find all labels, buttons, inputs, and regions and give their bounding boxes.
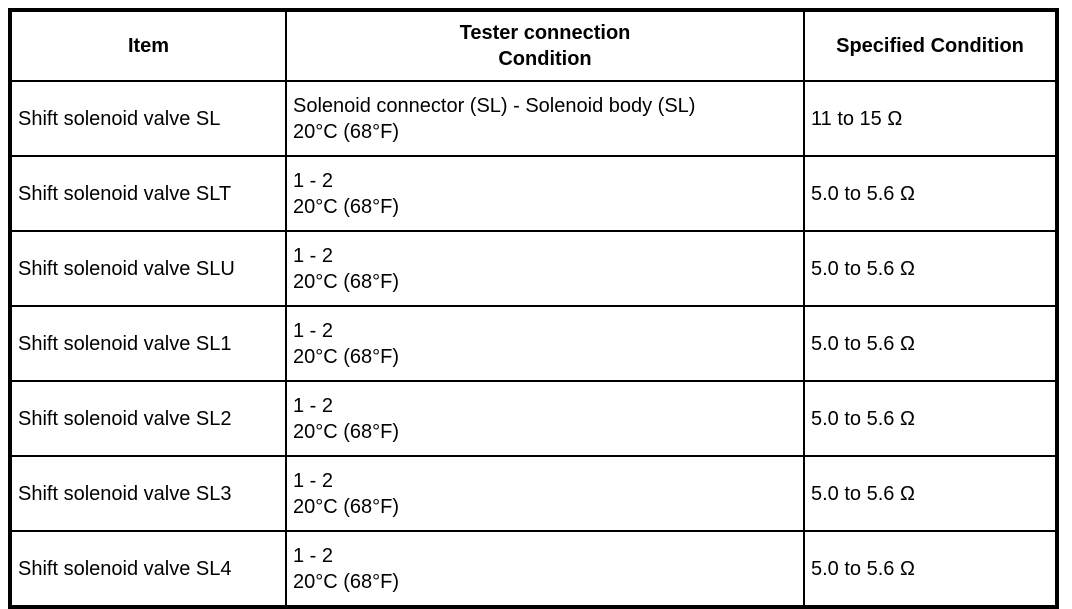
header-tester-connection-line2: Condition: [498, 48, 592, 70]
item-cell: Shift solenoid valve SLT: [9, 155, 287, 232]
table-header-row: Item Tester connection Condition Specifi…: [9, 9, 1058, 82]
tester-connection-cell: 1 - 2 20°C (68°F): [285, 155, 805, 232]
tester-connection-cell: 1 - 2 20°C (68°F): [285, 230, 805, 307]
item-cell: Shift solenoid valve SL4: [9, 530, 287, 608]
specified-condition-cell: 5.0 to 5.6 Ω: [803, 455, 1058, 532]
condition-line: 20°C (68°F): [293, 570, 400, 593]
tester-connection-cell: 1 - 2 20°C (68°F): [285, 380, 805, 457]
table-row: Shift solenoid valve SL3 1 - 2 20°C (68°…: [9, 455, 1058, 532]
condition-line: 20°C (68°F): [293, 495, 400, 518]
table-row: Shift solenoid valve SLU 1 - 2 20°C (68°…: [9, 230, 1058, 307]
connection-line: 1 - 2: [293, 244, 334, 267]
connection-line: 1 - 2: [293, 319, 334, 342]
item-cell: Shift solenoid valve SL2: [9, 380, 287, 457]
item-cell: Shift solenoid valve SL: [9, 80, 287, 157]
condition-line: 20°C (68°F): [293, 270, 400, 293]
connection-line: 1 - 2: [293, 544, 334, 567]
connection-line: 1 - 2: [293, 394, 334, 417]
connection-line: 1 - 2: [293, 169, 334, 192]
tester-connection-cell: 1 - 2 20°C (68°F): [285, 455, 805, 532]
specified-condition-cell: 5.0 to 5.6 Ω: [803, 155, 1058, 232]
specified-condition-cell: 5.0 to 5.6 Ω: [803, 230, 1058, 307]
specified-condition-cell: 5.0 to 5.6 Ω: [803, 380, 1058, 457]
specified-condition-cell: 5.0 to 5.6 Ω: [803, 305, 1058, 382]
condition-line: 20°C (68°F): [293, 345, 400, 368]
table-row: Shift solenoid valve SL Solenoid connect…: [9, 80, 1058, 157]
header-tester-connection-line1: Tester connection: [459, 22, 631, 44]
specified-condition-cell: 5.0 to 5.6 Ω: [803, 530, 1058, 608]
table-row: Shift solenoid valve SLT 1 - 2 20°C (68°…: [9, 155, 1058, 232]
solenoid-spec-table: Item Tester connection Condition Specifi…: [8, 8, 1059, 609]
header-specified-condition: Specified Condition: [803, 9, 1058, 82]
tester-connection-cell: 1 - 2 20°C (68°F): [285, 530, 805, 608]
item-cell: Shift solenoid valve SL3: [9, 455, 287, 532]
header-tester-connection: Tester connection Condition: [285, 9, 805, 82]
condition-line: 20°C (68°F): [293, 420, 400, 443]
connection-line: Solenoid connector (SL) - Solenoid body …: [293, 94, 696, 117]
connection-line: 1 - 2: [293, 469, 334, 492]
tester-connection-cell: Solenoid connector (SL) - Solenoid body …: [285, 80, 805, 157]
tester-connection-cell: 1 - 2 20°C (68°F): [285, 305, 805, 382]
table-row: Shift solenoid valve SL1 1 - 2 20°C (68°…: [9, 305, 1058, 382]
item-cell: Shift solenoid valve SLU: [9, 230, 287, 307]
item-cell: Shift solenoid valve SL1: [9, 305, 287, 382]
table-row: Shift solenoid valve SL4 1 - 2 20°C (68°…: [9, 530, 1058, 608]
condition-line: 20°C (68°F): [293, 120, 400, 143]
table-row: Shift solenoid valve SL2 1 - 2 20°C (68°…: [9, 380, 1058, 457]
header-item: Item: [9, 9, 287, 82]
condition-line: 20°C (68°F): [293, 195, 400, 218]
specified-condition-cell: 11 to 15 Ω: [803, 80, 1058, 157]
